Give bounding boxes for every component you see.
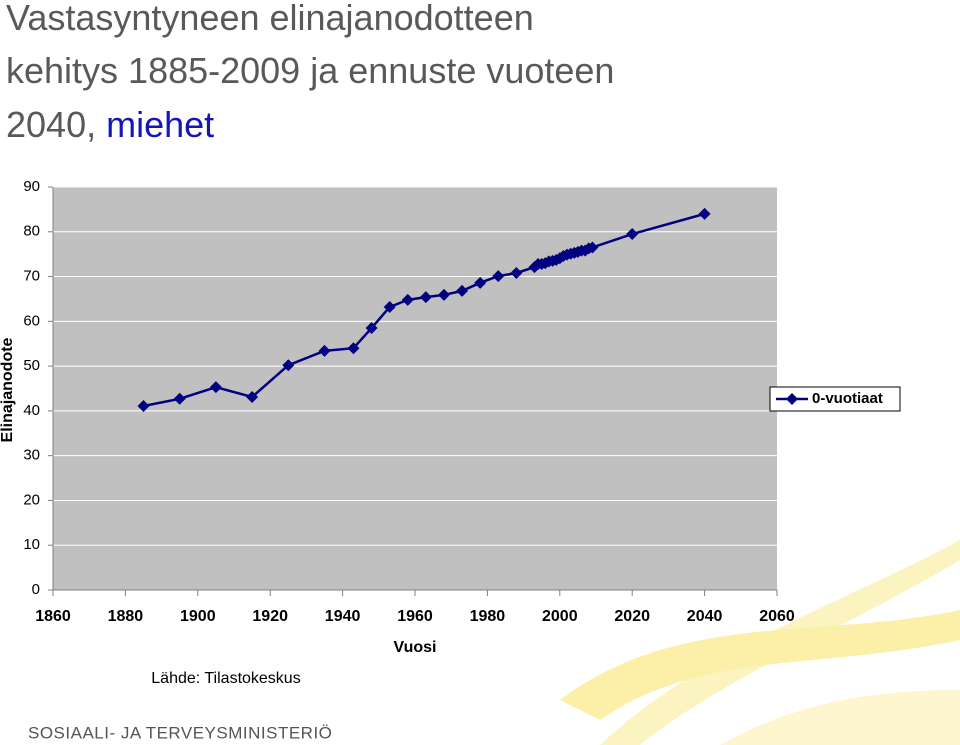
x-tick-label: 2060 [759, 608, 795, 625]
title-line: 2040, [6, 104, 96, 145]
title-highlight: miehet [106, 104, 214, 145]
decor [720, 690, 960, 745]
point [282, 359, 295, 372]
point [492, 270, 505, 283]
point [510, 266, 523, 279]
x-tick-label: 1860 [35, 608, 71, 625]
footer: SOSIAALI- JA TERVEYSMINISTERIÖ [28, 723, 332, 742]
x-tick-label: 1900 [180, 608, 216, 625]
point [586, 241, 599, 254]
y-tick-label: 40 [23, 402, 40, 419]
y-tick-label: 70 [23, 268, 40, 285]
y-tick-label: 80 [23, 223, 40, 240]
x-tick-label: 1880 [108, 608, 144, 625]
point [365, 322, 378, 335]
point [209, 381, 222, 394]
title-line: Vastasyntyneen elinajanodotteen [6, 0, 534, 38]
y-tick-label: 30 [23, 447, 40, 464]
decor [560, 610, 960, 720]
point [137, 399, 150, 412]
x-tick-label: 1920 [252, 608, 288, 625]
y-axis-label: Elinajanodote [0, 337, 16, 442]
y-tick-label: 10 [23, 536, 40, 553]
point [437, 288, 450, 301]
point [173, 392, 186, 405]
source: Lähde: Tilastokeskus [151, 670, 300, 687]
x-tick-label: 1980 [470, 608, 506, 625]
point [401, 293, 414, 306]
point [383, 301, 396, 314]
y-tick-label: 90 [23, 178, 40, 195]
point [474, 276, 487, 289]
y-tick-label: 0 [32, 581, 40, 598]
y-tick-label: 20 [23, 491, 40, 508]
point [626, 228, 639, 241]
x-axis-label: Vuosi [394, 639, 437, 656]
legend-marker [786, 393, 798, 405]
point [698, 207, 711, 220]
x-tick-label: 2040 [687, 608, 723, 625]
point [246, 391, 259, 404]
x-tick-label: 2000 [542, 608, 578, 625]
x-tick-label: 1960 [397, 608, 433, 625]
plot-area [53, 187, 777, 590]
point [318, 344, 331, 357]
y-tick-label: 60 [23, 312, 40, 329]
point [456, 284, 469, 297]
point [419, 291, 432, 304]
title-line: kehitys 1885-2009 ja ennuste vuoteen [6, 50, 614, 91]
y-tick-label: 50 [23, 357, 40, 374]
legend-label: 0-vuotiaat [812, 390, 883, 407]
chart-title: Vastasyntyneen elinajanodotteen kehitys … [6, 0, 624, 145]
x-tick-label: 2020 [614, 608, 650, 625]
x-tick-label: 1940 [325, 608, 361, 625]
point [347, 342, 360, 355]
